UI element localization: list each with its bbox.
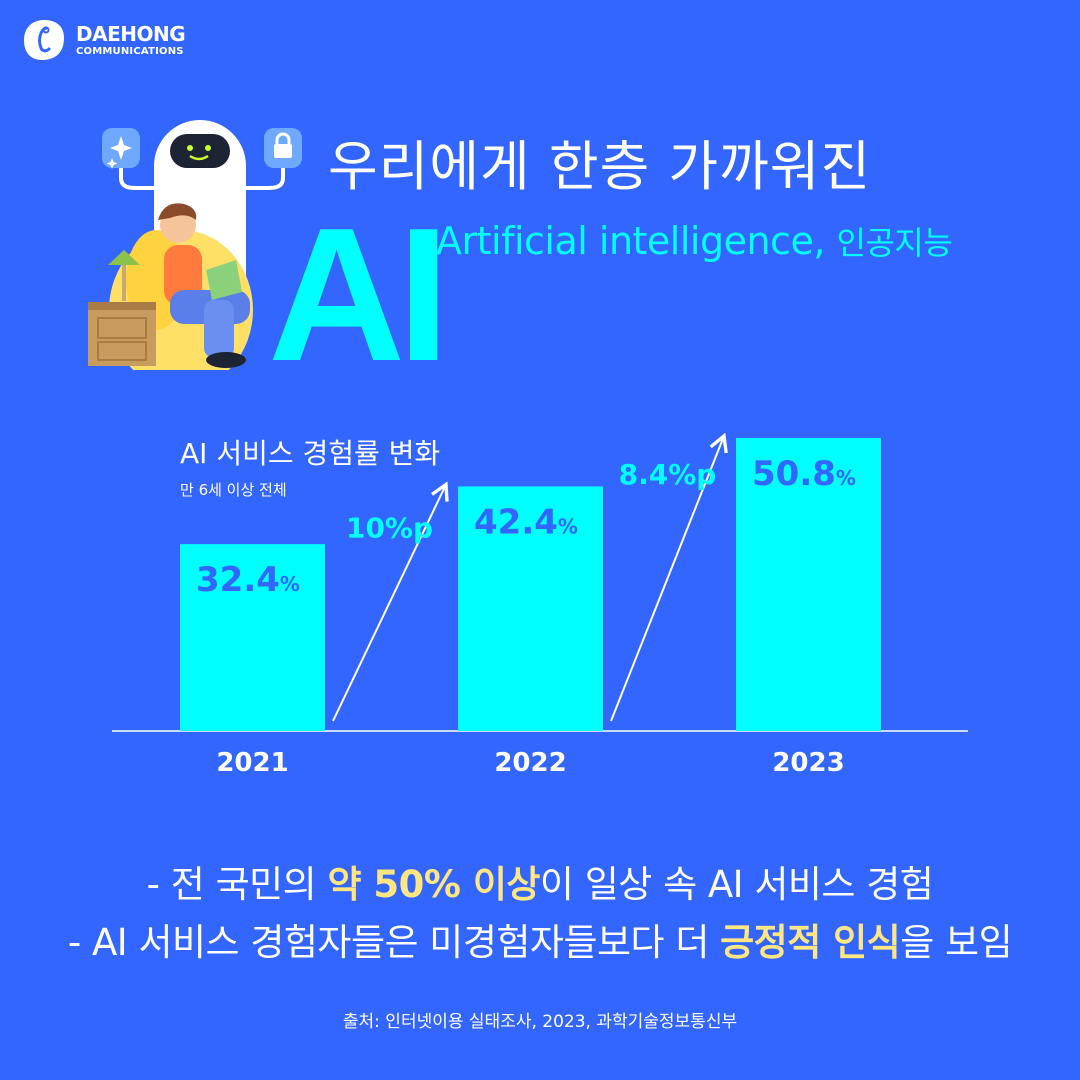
bar-value-label: 50.8% — [752, 454, 856, 494]
brand-title: DAEHONG — [76, 22, 186, 46]
x-tick-label: 2022 — [494, 748, 566, 778]
hero-ai-text: AI — [268, 189, 450, 401]
chart-subtitle: 만 6세 이상 전체 — [180, 481, 287, 499]
page-headline: 우리에게 한층 가까워진 — [328, 135, 872, 198]
source-note: 출처: 인터넷이용 실태조사, 2023, 과학기술정보통신부 — [342, 1012, 738, 1032]
change-label: 10%p — [346, 511, 433, 544]
change-arrow — [610, 436, 724, 722]
summary-line-1: - 전 국민의 약 50% 이상이 일상 속 AI 서비스 경험 — [0, 866, 1080, 903]
summary-line-2: - AI 서비스 경험자들은 미경험자들보다 더 긍정적 인식을 보임 — [0, 924, 1080, 961]
x-tick-label: 2021 — [216, 748, 288, 778]
change-label: 8.4%p — [619, 458, 717, 491]
summary-2-highlight: 긍정적 인식 — [720, 921, 901, 964]
bar-2021 — [180, 544, 325, 731]
page-subtitle: Artificial intelligence, 인공지능 — [436, 219, 953, 263]
chart-title: AI 서비스 경험률 변화 — [180, 437, 441, 470]
bar-2022 — [458, 486, 603, 731]
robot-illustration — [88, 120, 302, 370]
summary-1-post: 이 일상 속 AI 서비스 경험 — [539, 863, 934, 906]
change-arrow — [332, 484, 446, 722]
summary-1-pre: - 전 국민의 — [146, 863, 328, 906]
summary-2-post: 을 보임 — [900, 921, 1013, 964]
brand-tagline: COMMUNICATIONS — [76, 46, 184, 57]
summary-2-pre: - AI 서비스 경험자들은 미경험자들보다 더 — [67, 921, 721, 964]
lock-icon — [264, 128, 302, 168]
subtitle-english: Artificial intelligence, — [436, 219, 825, 263]
bar-value-label: 42.4% — [474, 502, 578, 542]
bar-2023 — [736, 438, 881, 731]
brand-name: DAEHONG COMMUNICATIONS — [76, 22, 186, 57]
subtitle-korean: 인공지능 — [836, 224, 953, 262]
bar-value-label: 32.4% — [196, 560, 300, 600]
brand-logo-icon — [24, 20, 64, 60]
summary-1-highlight: 약 50% 이상 — [327, 863, 540, 906]
sparkle-icon — [102, 128, 140, 169]
x-tick-label: 2023 — [772, 748, 844, 778]
